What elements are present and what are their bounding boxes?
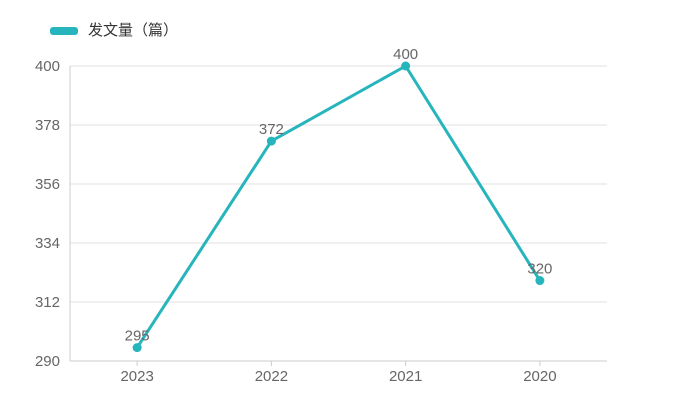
data-point-label: 320 <box>527 261 552 278</box>
y-axis-label: 290 <box>35 353 60 370</box>
data-point-label: 372 <box>259 121 284 138</box>
x-axis-label: 2021 <box>389 368 422 385</box>
y-axis-label: 356 <box>35 176 60 193</box>
x-axis-label: 2022 <box>255 368 288 385</box>
x-axis-label: 2023 <box>120 368 153 385</box>
data-point[interactable] <box>401 61 411 71</box>
legend-line-marker-icon <box>50 27 78 35</box>
data-point[interactable] <box>132 343 142 353</box>
y-axis-label: 312 <box>35 294 60 311</box>
legend-item[interactable]: 发文量（篇） <box>50 23 178 39</box>
data-point[interactable] <box>535 276 545 286</box>
y-axis-label: 400 <box>35 58 60 75</box>
y-axis-label: 378 <box>35 117 60 134</box>
data-point-label: 400 <box>393 46 418 63</box>
data-point[interactable] <box>266 136 276 146</box>
data-point-label: 295 <box>125 328 150 345</box>
x-axis-label: 2020 <box>523 368 556 385</box>
y-axis-label: 334 <box>35 235 60 252</box>
series-line <box>135 64 542 350</box>
legend-label: 发文量（篇） <box>88 22 179 39</box>
